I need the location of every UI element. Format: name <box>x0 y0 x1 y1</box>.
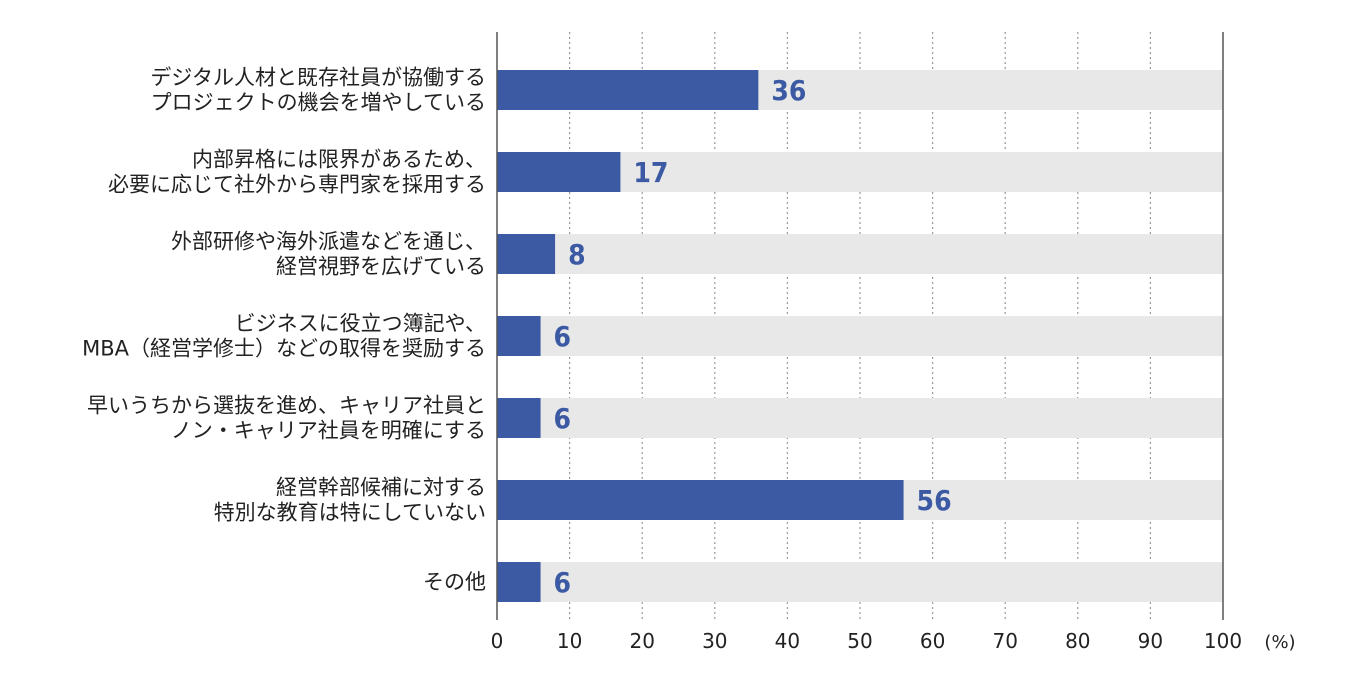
bar-track-7 <box>497 562 1223 602</box>
category-label-4-line-2: MBA（経営学修士）などの取得を奨励する <box>82 337 486 361</box>
bar-1 <box>497 70 759 110</box>
x-tick-label-40: 40 <box>775 629 800 653</box>
category-label-7-line-1: その他 <box>423 570 486 594</box>
category-label-1-line-1: デジタル人材と既存社員が協働する <box>150 66 486 90</box>
value-label-4: 6 <box>554 320 572 353</box>
x-tick-label-80: 80 <box>1065 629 1090 653</box>
category-label-4-line-1: ビジネスに役立つ簿記や、 <box>235 312 486 336</box>
x-tick-label-100: 100 <box>1204 629 1242 653</box>
bar-track-5 <box>497 398 1223 438</box>
x-tick-label-0: 0 <box>491 629 504 653</box>
category-label-3-line-1: 外部研修や海外派遣などを通じ、 <box>171 230 486 254</box>
x-tick-label-60: 60 <box>920 629 945 653</box>
bar-3 <box>497 234 556 274</box>
category-label-1-line-2: プロジェクトの機会を増やしている <box>151 91 486 115</box>
bar-5 <box>497 398 541 438</box>
value-label-7: 6 <box>554 566 572 599</box>
bars <box>497 70 904 602</box>
x-tick-label-70: 70 <box>992 629 1017 653</box>
category-label-3-line-2: 経営視野を広げている <box>276 255 486 279</box>
x-tick-label-90: 90 <box>1138 629 1163 653</box>
x-axis-unit-label: (%) <box>1264 632 1295 653</box>
category-labels: デジタル人材と既存社員が協働するプロジェクトの機会を増やしている内部昇格には限界… <box>82 66 486 595</box>
x-tick-label-20: 20 <box>629 629 654 653</box>
value-label-5: 6 <box>554 402 572 435</box>
value-label-1: 36 <box>771 74 806 107</box>
x-tick-label-30: 30 <box>702 629 727 653</box>
value-label-2: 17 <box>633 156 668 189</box>
x-axis-tick-labels: 0 10 20 30 40 50 60 70 80 90 100 <box>491 629 1242 653</box>
category-label-2-line-2: 必要に応じて社外から専門家を採用する <box>108 173 486 197</box>
category-label-6-line-1: 経営幹部候補に対する <box>276 476 486 500</box>
bar-6 <box>497 480 904 520</box>
bar-7 <box>497 562 541 602</box>
category-label-6-line-2: 特別な教育は特にしていない <box>214 501 486 525</box>
category-label-5-line-1: 早いうちから選抜を進め、キャリア社員と <box>87 394 486 418</box>
category-label-2-line-1: 内部昇格には限界があるため、 <box>192 148 486 172</box>
value-label-6: 56 <box>917 484 952 517</box>
bar-2 <box>497 152 621 192</box>
grid-lines <box>568 32 1152 620</box>
bar-track-4 <box>497 316 1223 356</box>
value-labels: 36 17 8 6 6 56 6 <box>554 74 952 599</box>
bar-track-3 <box>497 234 1223 274</box>
category-label-5-line-2: ノン・キャリア社員を明確にする <box>171 419 486 443</box>
value-label-3: 8 <box>568 238 586 271</box>
bar-tracks <box>497 70 1223 602</box>
x-tick-label-50: 50 <box>847 629 872 653</box>
bar-4 <box>497 316 541 356</box>
x-tick-label-10: 10 <box>557 629 582 653</box>
axis-lines <box>496 32 1224 620</box>
